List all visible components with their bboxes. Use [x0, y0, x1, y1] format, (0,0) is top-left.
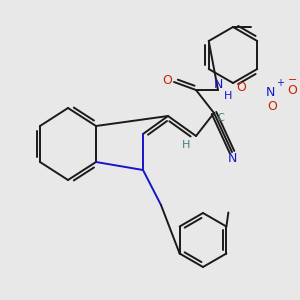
Text: O: O — [287, 83, 297, 97]
Text: H: H — [182, 140, 190, 150]
Text: C: C — [218, 113, 224, 123]
Text: O: O — [162, 74, 172, 86]
Text: N: N — [213, 77, 223, 91]
Text: +: + — [276, 78, 284, 88]
Text: O: O — [236, 81, 246, 94]
Text: N: N — [265, 86, 275, 100]
Text: H: H — [224, 91, 232, 101]
Text: −: − — [288, 75, 298, 85]
Text: O: O — [267, 100, 277, 113]
Text: N: N — [227, 152, 237, 164]
